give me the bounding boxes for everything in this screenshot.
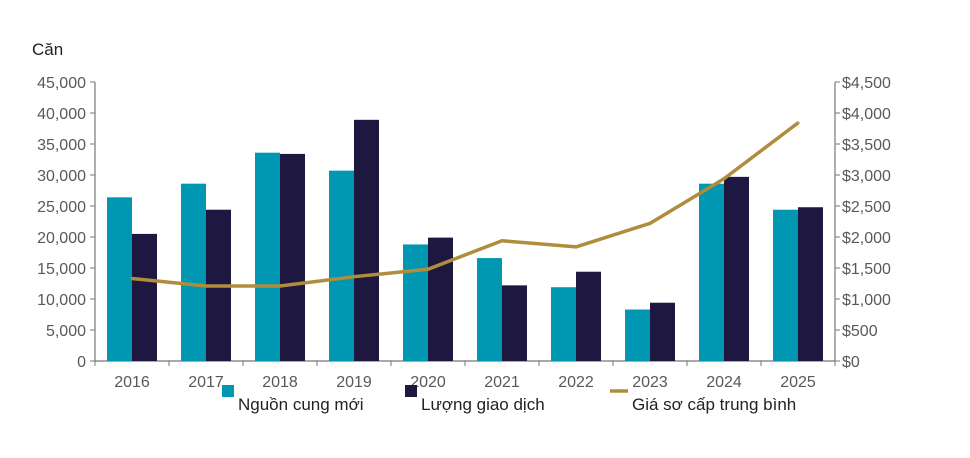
bar-new-supply [699, 183, 724, 361]
left-axis-tick-label: 20,000 [37, 230, 86, 247]
left-axis-tick-label: 40,000 [37, 106, 86, 123]
bar-new-supply [255, 152, 280, 361]
left-axis-tick-label: 45,000 [37, 75, 86, 92]
bar-new-supply [551, 287, 576, 361]
left-axis-tick-label: 0 [77, 354, 86, 371]
line-point [204, 284, 208, 288]
right-axis-tick-label: $1,500 [842, 261, 891, 278]
right-axis-tick-label: $500 [842, 323, 878, 340]
line-point [130, 277, 134, 281]
bar-new-supply [625, 309, 650, 361]
right-axis-tick-label: $1,000 [842, 292, 891, 309]
left-axis-tick-label: 25,000 [37, 199, 86, 216]
bar-transactions [428, 237, 453, 361]
line-point [722, 177, 726, 181]
line-point [500, 239, 504, 243]
bar-new-supply [181, 183, 206, 361]
bar-transactions [650, 302, 675, 361]
right-axis-tick-label: $4,000 [842, 106, 891, 123]
bar-new-supply [403, 244, 428, 361]
line-point [352, 275, 356, 279]
line-point [278, 284, 282, 288]
bar-transactions [502, 285, 527, 361]
x-axis-tick-label: 2019 [336, 374, 372, 391]
right-axis-tick-label: $4,500 [842, 75, 891, 92]
legend-label: Lượng giao dịch [421, 395, 545, 414]
right-axis-tick-label: $0 [842, 354, 860, 371]
left-axis-unit-label: Căn [32, 40, 63, 59]
x-axis-tick-label: 2024 [706, 374, 742, 391]
x-axis-tick-label: 2022 [558, 374, 594, 391]
left-axis-tick-label: 5,000 [46, 323, 86, 340]
x-axis-tick-label: 2016 [114, 374, 150, 391]
bar-transactions [576, 271, 601, 361]
line-average-primary-price [131, 121, 800, 288]
line-point [796, 121, 800, 125]
bar-transactions [724, 176, 749, 361]
right-axis-tick-label: $2,000 [842, 230, 891, 247]
legend-label: Giá sơ cấp trung bình [632, 395, 796, 414]
line-point [648, 221, 652, 225]
bar-transactions [354, 119, 379, 361]
right-axis-tick-label: $3,000 [842, 168, 891, 185]
line-point [426, 267, 430, 271]
bar-new-supply [477, 258, 502, 361]
x-axis-tick-label: 2018 [262, 374, 298, 391]
legend-label: Nguồn cung mới [238, 395, 364, 414]
bar-new-supply [107, 197, 132, 361]
bar-new-supply [773, 209, 798, 361]
line-point [574, 245, 578, 249]
right-axis-tick-label: $2,500 [842, 199, 891, 216]
left-axis-tick-label: 10,000 [37, 292, 86, 309]
x-axis-tick-label: 2020 [410, 374, 446, 391]
x-axis-tick-label: 2021 [484, 374, 520, 391]
legend-swatch [222, 385, 234, 397]
left-axis-tick-label: 35,000 [37, 137, 86, 154]
left-axis-tick-label: 15,000 [37, 261, 86, 278]
left-axis-tick-label: 30,000 [37, 168, 86, 185]
x-axis-tick-label: 2017 [188, 374, 224, 391]
bar-transactions [280, 153, 305, 361]
right-axis-tick-label: $3,500 [842, 137, 891, 154]
x-axis-tick-label: 2023 [632, 374, 668, 391]
x-axis-tick-label: 2025 [780, 374, 816, 391]
bar-transactions [132, 233, 157, 361]
legend-swatch [405, 385, 417, 397]
bar-transactions [798, 207, 823, 361]
bar-new-supply [329, 170, 354, 361]
